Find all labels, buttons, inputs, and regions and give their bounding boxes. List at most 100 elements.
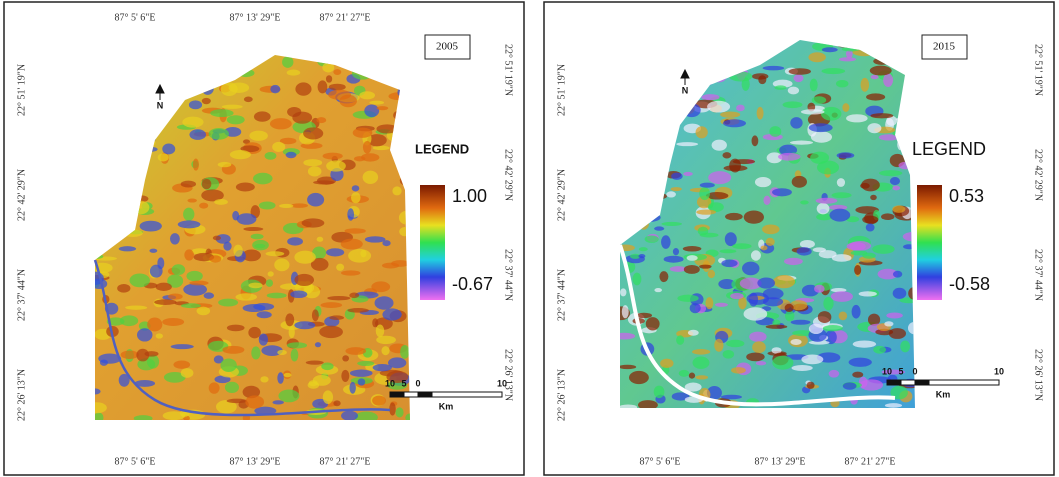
right-coordinate: 22° 51' 19"N xyxy=(1033,44,1044,96)
ndvi-patch xyxy=(326,75,332,82)
ndvi-patch xyxy=(382,263,399,269)
ndvi-patch xyxy=(738,44,745,53)
ndvi-patch xyxy=(861,78,870,92)
ndvi-patch xyxy=(882,39,901,51)
ndvi-patch xyxy=(270,118,292,129)
ndvi-patch xyxy=(701,94,719,100)
ndvi-patch xyxy=(613,333,635,340)
ndvi-patch xyxy=(714,339,723,352)
ndvi-patch xyxy=(137,328,153,341)
ndvi-patch xyxy=(752,341,766,353)
ndvi-patch xyxy=(115,78,130,83)
ndvi-patch xyxy=(121,351,139,359)
ndvi-patch xyxy=(742,262,759,276)
ndvi-patch xyxy=(696,210,716,215)
legend-min: -0.58 xyxy=(949,274,990,294)
ndvi-patch xyxy=(123,83,147,94)
ndvi-patch xyxy=(131,201,150,215)
ndvi-patch xyxy=(376,325,384,338)
ndvi-patch xyxy=(671,173,682,180)
ndvi-patch xyxy=(774,85,786,90)
ndvi-patch xyxy=(294,321,315,329)
ndvi-patch xyxy=(654,288,662,292)
scale-segment xyxy=(432,392,502,397)
ndvi-patch xyxy=(614,147,628,152)
ndvi-patch xyxy=(789,68,811,75)
ndvi-patch xyxy=(214,199,228,205)
ndvi-patch xyxy=(711,69,727,82)
ndvi-patch xyxy=(249,131,268,141)
ndvi-patch xyxy=(903,244,915,249)
ndvi-patch xyxy=(182,117,203,128)
ndvi-patch xyxy=(135,63,151,72)
ndvi-patch xyxy=(624,135,634,142)
ndvi-patch xyxy=(259,333,268,345)
ndvi-patch xyxy=(842,47,860,51)
scale-segment xyxy=(418,392,432,397)
scale-label: 0 xyxy=(415,378,420,388)
ndvi-patch xyxy=(168,293,183,299)
ndvi-patch xyxy=(225,382,239,393)
map-panel: N2015LEGEND0.53-0.58105010Km87° 5' 6"E87… xyxy=(544,2,1054,475)
ndvi-patch xyxy=(639,59,651,65)
ndvi-patch xyxy=(838,44,861,48)
right-coordinate: 22° 26' 13"N xyxy=(503,349,514,401)
ndvi-patch xyxy=(889,328,906,339)
bottom-coordinate: 87° 21' 27"E xyxy=(845,456,896,467)
scale-segment xyxy=(929,380,999,385)
ndvi-patch xyxy=(382,308,401,320)
ndvi-patch xyxy=(822,47,838,52)
ndvi-patch xyxy=(326,160,346,171)
ndvi-patch xyxy=(96,226,112,231)
ndvi-patch xyxy=(837,178,845,187)
ndvi-patch xyxy=(729,71,752,81)
ndvi-patch xyxy=(832,192,852,198)
ndvi-patch xyxy=(853,48,876,57)
ndvi-patch xyxy=(823,297,833,310)
ndvi-patch xyxy=(646,317,660,330)
ndvi-patch xyxy=(862,253,875,259)
ndvi-patch xyxy=(329,84,346,91)
ndvi-patch xyxy=(274,259,289,272)
ndvi-patch xyxy=(756,361,766,365)
ndvi-patch xyxy=(752,135,759,146)
ndvi-patch xyxy=(761,245,768,250)
ndvi-patch xyxy=(306,361,324,365)
ndvi-patch xyxy=(778,153,801,161)
ndvi-patch xyxy=(645,235,659,242)
ndvi-patch xyxy=(817,203,830,214)
ndvi-patch xyxy=(183,283,207,295)
page: {"panels": [ {"year": "2005", "legend_ti… xyxy=(0,0,1059,477)
ndvi-patch xyxy=(294,251,315,264)
ndvi-patch xyxy=(270,85,280,94)
ndvi-patch xyxy=(303,159,322,166)
ndvi-patch xyxy=(784,258,803,265)
ndvi-patch xyxy=(222,346,244,354)
ndvi-patch xyxy=(363,141,371,154)
ndvi-patch xyxy=(723,350,734,359)
ndvi-patch xyxy=(885,57,904,66)
ndvi-patch xyxy=(233,245,242,257)
ndvi-patch xyxy=(277,372,283,383)
ndvi-patch xyxy=(654,386,665,399)
ndvi-patch xyxy=(400,176,409,185)
legend-title: LEGEND xyxy=(415,141,469,156)
ndvi-patch xyxy=(326,248,344,256)
ndvi-patch xyxy=(650,57,672,62)
ndvi-patch xyxy=(900,340,910,352)
ndvi-patch xyxy=(99,138,114,149)
ndvi-patch xyxy=(347,208,354,220)
ndvi-patch xyxy=(100,87,108,91)
bottom-coordinate: 87° 21' 27"E xyxy=(320,456,371,467)
ndvi-patch xyxy=(313,180,334,184)
ndvi-patch xyxy=(638,400,658,410)
ndvi-patch xyxy=(312,309,319,321)
ndvi-patch xyxy=(282,56,293,68)
ndvi-patch xyxy=(790,141,813,145)
ndvi-patch xyxy=(351,192,361,203)
ndvi-patch xyxy=(687,255,698,261)
ndvi-patch xyxy=(908,322,921,335)
ndvi-patch xyxy=(867,123,881,133)
ndvi-patch xyxy=(227,399,248,404)
top-coordinate: 87° 21' 27"E xyxy=(320,12,371,23)
